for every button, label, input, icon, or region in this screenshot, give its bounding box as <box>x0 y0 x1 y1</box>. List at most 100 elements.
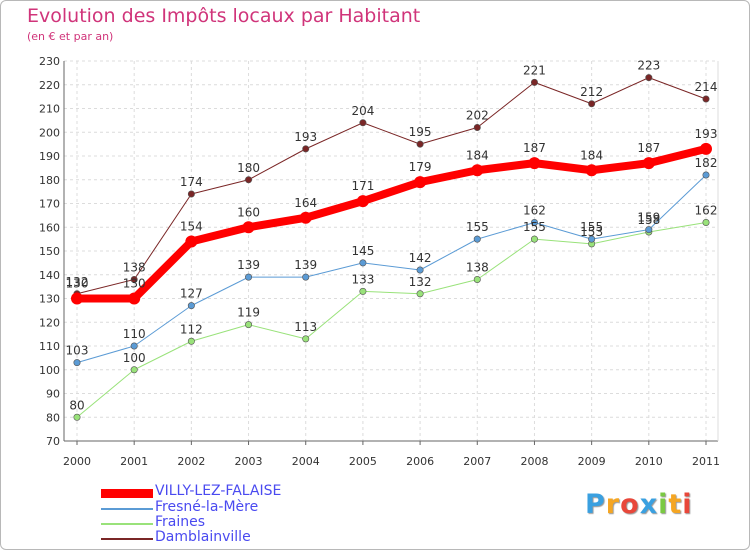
series-line <box>76 222 707 418</box>
data-point <box>702 95 710 103</box>
data-label: 103 <box>66 344 89 358</box>
data-label: 182 <box>695 156 718 170</box>
data-point <box>702 219 710 227</box>
data-label: 179 <box>409 160 432 174</box>
data-point <box>187 190 195 198</box>
y-tick-label: 180 <box>39 174 60 187</box>
legend-label: VILLY-LEZ-FALAISE <box>155 483 282 499</box>
data-point <box>416 290 424 298</box>
data-label: 100 <box>123 351 146 365</box>
data-label: 132 <box>66 275 89 289</box>
data-label: 133 <box>351 272 374 286</box>
y-tick-label: 100 <box>39 364 60 377</box>
x-tick-label: 2008 <box>520 455 548 468</box>
data-point <box>130 275 138 283</box>
data-point <box>359 287 367 295</box>
data-point <box>245 321 253 329</box>
data-point <box>473 124 481 132</box>
data-label: 80 <box>69 398 84 412</box>
data-point <box>530 219 538 227</box>
data-label: 171 <box>351 179 374 193</box>
data-label: 159 <box>637 211 660 225</box>
data-point <box>130 342 138 350</box>
data-point <box>187 337 195 345</box>
y-tick-label: 210 <box>39 103 60 116</box>
legend-swatch <box>101 508 153 510</box>
y-tick-label: 170 <box>39 198 60 211</box>
data-point <box>130 366 138 374</box>
data-point <box>473 275 481 283</box>
data-label: 155 <box>466 220 489 234</box>
data-label: 164 <box>294 196 317 210</box>
data-label: 195 <box>409 125 432 139</box>
x-tick-label: 2001 <box>120 455 148 468</box>
data-point <box>416 266 424 274</box>
data-point <box>187 302 195 310</box>
series-line <box>76 174 707 364</box>
data-label: 155 <box>523 220 546 234</box>
data-label: 145 <box>351 244 374 258</box>
x-tick-label: 2010 <box>635 455 663 468</box>
legend-label: Fresné-la-Mère <box>155 499 259 515</box>
data-point <box>702 171 710 179</box>
data-label: 139 <box>237 258 260 272</box>
data-label: 223 <box>637 59 660 73</box>
data-label: 174 <box>180 175 203 189</box>
data-label: 132 <box>409 275 432 289</box>
data-label: 127 <box>180 287 203 301</box>
data-label: 113 <box>294 320 317 334</box>
data-label: 119 <box>237 306 260 320</box>
data-point <box>588 235 596 243</box>
x-tick-label: 2004 <box>292 455 320 468</box>
data-point <box>588 100 596 108</box>
legend-swatch <box>101 488 153 498</box>
data-point <box>356 195 369 208</box>
x-tick-label: 2003 <box>235 455 263 468</box>
data-point <box>700 142 712 155</box>
y-tick-label: 230 <box>39 55 60 68</box>
data-point <box>185 235 198 248</box>
y-tick-label: 160 <box>39 221 60 234</box>
data-label: 187 <box>523 141 546 155</box>
y-tick-label: 130 <box>39 293 60 306</box>
series-line <box>73 144 710 303</box>
data-point <box>530 78 538 86</box>
data-label: 138 <box>466 261 489 275</box>
legend-swatch <box>101 538 153 540</box>
data-label: 130 <box>123 277 146 291</box>
data-label: 187 <box>637 141 660 155</box>
y-tick-label: 200 <box>39 126 60 139</box>
data-label: 184 <box>580 148 603 162</box>
logo-letter: x <box>639 489 659 520</box>
y-tick-label: 110 <box>39 340 60 353</box>
data-point <box>645 226 653 234</box>
data-point <box>359 119 367 127</box>
data-label: 214 <box>695 80 718 94</box>
y-tick-label: 70 <box>46 435 60 448</box>
data-point <box>471 164 484 177</box>
x-tick-label: 2005 <box>349 455 377 468</box>
data-point <box>416 140 424 148</box>
data-label: 158 <box>637 213 660 227</box>
x-tick-label: 2011 <box>692 455 720 468</box>
data-point <box>73 413 81 421</box>
data-label: 153 <box>580 225 603 239</box>
logo-letter: o <box>620 489 640 520</box>
data-point <box>473 235 481 243</box>
data-label: 112 <box>180 322 203 336</box>
data-point <box>530 235 538 243</box>
chart-title: Evolution des Impôts locaux par Habitant <box>27 5 421 27</box>
data-label: 138 <box>123 261 146 275</box>
data-point <box>302 273 310 281</box>
logo-letter: t <box>668 489 683 520</box>
legend-swatch <box>101 523 153 525</box>
y-tick-label: 120 <box>39 316 60 329</box>
data-point <box>71 292 83 305</box>
data-label: 130 <box>66 277 89 291</box>
proxiti-logo: Proxiti <box>585 489 693 520</box>
data-label: 221 <box>523 63 546 77</box>
data-label: 180 <box>237 161 260 175</box>
data-label: 202 <box>466 109 489 123</box>
